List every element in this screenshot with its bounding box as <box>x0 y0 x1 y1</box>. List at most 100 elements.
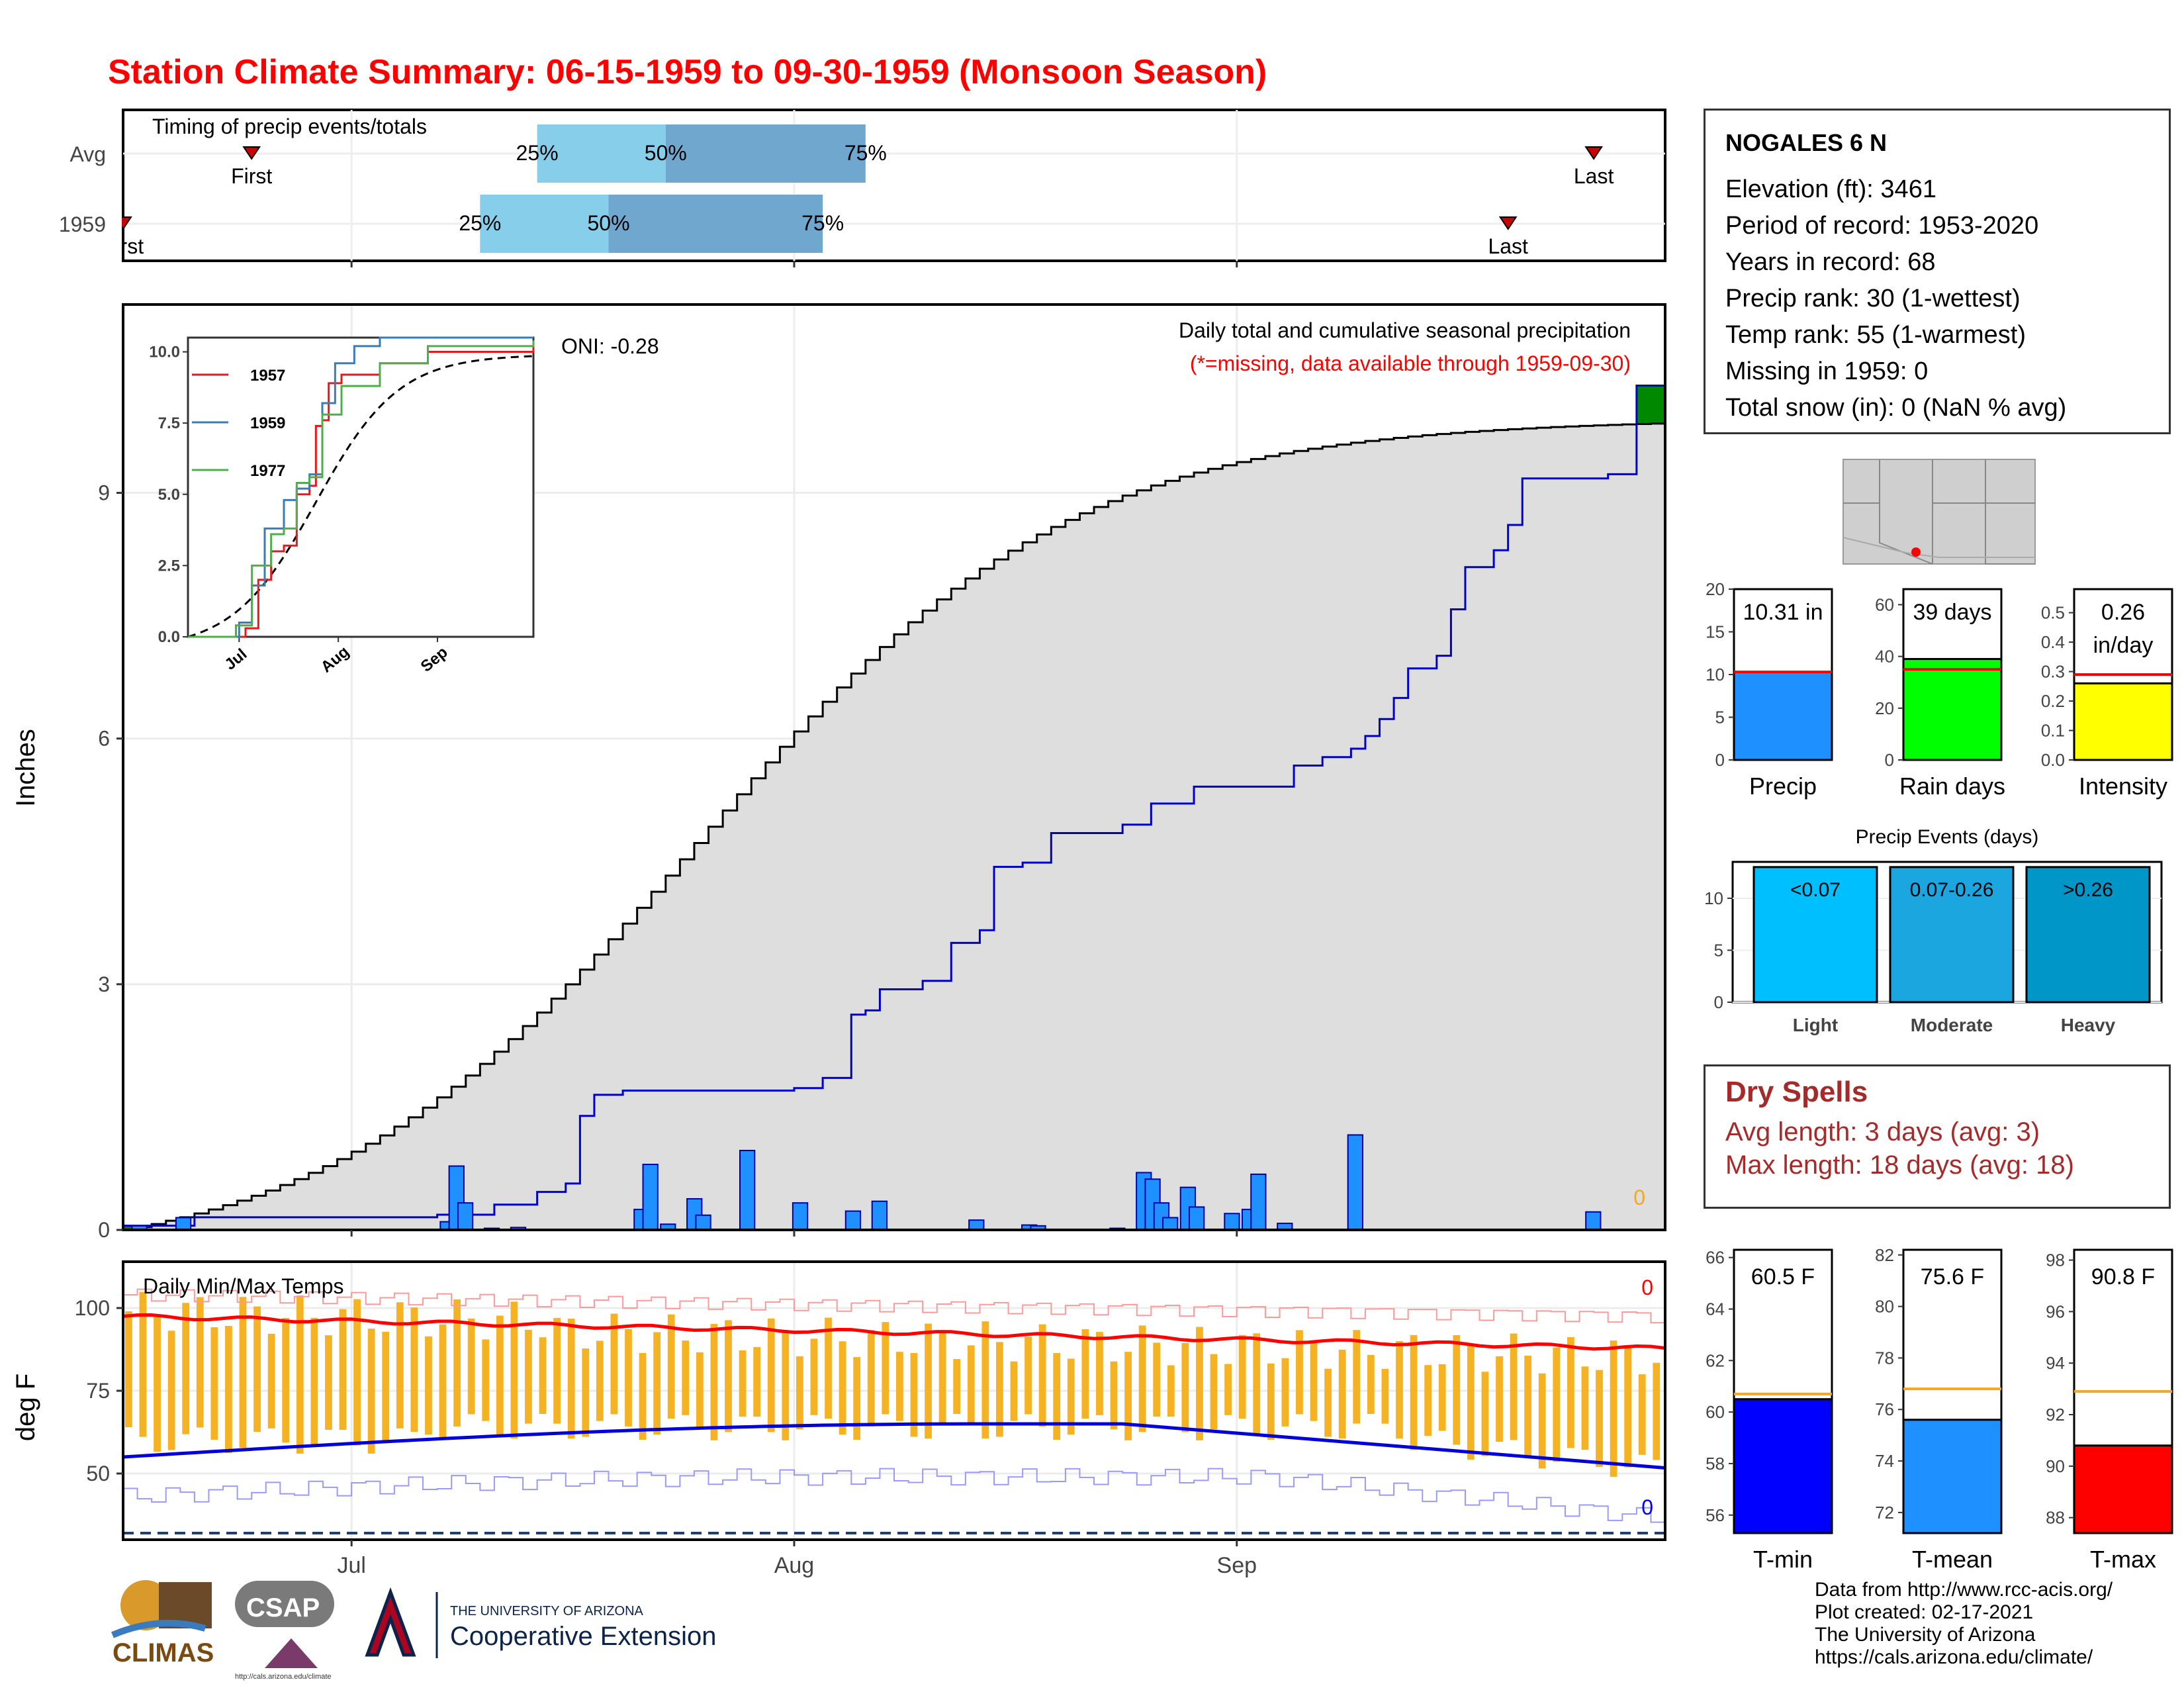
temp-daily-bar <box>1453 1335 1461 1445</box>
temp-daily-bar <box>1196 1327 1203 1440</box>
station-name: NOGALES 6 N <box>1725 129 1888 156</box>
temp-y-tick-label: 100 <box>75 1296 110 1320</box>
events-category-label: Light <box>1793 1015 1838 1035</box>
temp-daily-bar <box>339 1309 347 1430</box>
temp-daily-bar <box>154 1317 161 1452</box>
temp-daily-bar <box>425 1336 432 1435</box>
csap-logo-mountains <box>265 1638 318 1668</box>
inset-y-tick-label: 5.0 <box>158 486 180 504</box>
temp-daily-bar <box>1267 1363 1275 1440</box>
temp-daily-bar <box>782 1330 790 1440</box>
precip-y-tick-label: 6 <box>98 727 110 751</box>
inset-y-tick-label: 2.5 <box>158 557 180 575</box>
summary-y-tick-label: 0.0 <box>2041 750 2065 770</box>
inset-legend-label: 1959 <box>250 414 285 432</box>
temp-daily-bar <box>182 1303 190 1434</box>
temp-daily-bar <box>867 1330 875 1427</box>
inset-legend-label: 1957 <box>250 367 285 385</box>
inset-series-line <box>188 340 535 638</box>
summary-y-tick-label: 62 <box>1706 1350 1725 1370</box>
temp-avg-min-line <box>122 1422 1666 1470</box>
station-location-dot <box>1911 547 1921 557</box>
station-snow: Total snow (in): 0 (NaN % avg) <box>1725 394 2067 422</box>
temp-y-tick-label: 50 <box>86 1462 110 1485</box>
map-state-borders <box>1843 459 2035 565</box>
timing-row-label: Avg <box>69 142 106 166</box>
map-border-mexico <box>1843 537 2035 558</box>
timing-last-marker <box>1498 216 1518 230</box>
station-elevation: Elevation (ft): 3461 <box>1725 175 1936 203</box>
summary-value-bar <box>1733 1398 1833 1534</box>
timing-frame <box>122 109 1666 262</box>
temp-record-max-line <box>123 1288 1666 1324</box>
timing-pct-label: 25% <box>516 141 559 165</box>
temp-daily-bar <box>453 1299 461 1427</box>
events-bar <box>1889 866 2015 1004</box>
precip-avg-cumulative-area <box>123 423 1665 1230</box>
precip-daily-bar <box>968 1219 985 1231</box>
station-period: Period of record: 1953-2020 <box>1725 212 2039 240</box>
temp-daily-bar <box>725 1320 732 1432</box>
precip-subtitle: (*=missing, data available through 1959-… <box>1190 352 1631 375</box>
precip-daily-bar <box>175 1217 192 1231</box>
temp-daily-bar <box>1096 1332 1103 1415</box>
summary-y-tick-label: 0.1 <box>2041 721 2065 741</box>
timing-q50-75 <box>665 124 866 183</box>
map-background <box>1843 459 2036 565</box>
inset-y-tick-label: 0.0 <box>158 628 180 646</box>
temp-daily-bar <box>1553 1347 1561 1462</box>
temp-daily-bar <box>853 1357 861 1440</box>
precip-daily-bar <box>1585 1211 1602 1231</box>
summary-category-label: T-mean <box>1912 1546 1993 1573</box>
temp-daily-bar <box>1524 1355 1532 1456</box>
summary-y-tick-label: 82 <box>1875 1245 1894 1265</box>
summary-y-tick-label: 96 <box>2046 1301 2065 1321</box>
dry-spells-avg: Avg length: 3 days (avg: 3) <box>1725 1117 2040 1147</box>
precip-y-tick-label: 3 <box>98 972 110 996</box>
precip-y-label: Inches <box>11 729 40 807</box>
inset-legend-label: 1977 <box>250 462 285 480</box>
figure-title: Station Climate Summary: 06-15-1959 to 0… <box>108 53 1267 91</box>
temp-daily-bar <box>1596 1370 1603 1467</box>
summary-value-bar <box>2073 682 2173 761</box>
temp-daily-bar <box>1353 1330 1361 1424</box>
temp-daily-bar <box>510 1301 518 1439</box>
temp-daily-bar <box>1224 1364 1232 1415</box>
precip-avg-cumulative-line <box>123 422 1666 1231</box>
temp-daily-bar <box>1210 1354 1218 1430</box>
summary-category-label: T-max <box>2090 1546 2156 1573</box>
dry-spells-max: Max length: 18 days (avg: 18) <box>1725 1150 2074 1180</box>
csap-logo-url: http://cals.arizona.edu/climate <box>235 1673 332 1681</box>
summary-y-tick-label: 76 <box>1875 1399 1894 1419</box>
summary-y-tick-label: 74 <box>1875 1451 1894 1471</box>
temp-daily-bar <box>1438 1364 1446 1431</box>
temp-daily-bar <box>896 1352 903 1421</box>
events-y-tick-label: 5 <box>1714 940 1723 960</box>
temp-daily-bar <box>1424 1365 1432 1436</box>
ua-logo-line1: THE UNIVERSITY OF ARIZONA <box>450 1604 644 1618</box>
timing-pct-label: 50% <box>645 141 687 165</box>
temp-daily-bar <box>1124 1352 1132 1440</box>
summary-y-tick-label: 10 <box>1706 665 1725 684</box>
precip-daily-bar <box>792 1202 809 1231</box>
summary-y-tick-label: 78 <box>1875 1348 1894 1368</box>
inset-avg-line <box>187 355 534 638</box>
summary-y-tick-label: 5 <box>1715 708 1725 727</box>
temp-daily-bar <box>253 1306 261 1432</box>
temp-daily-bar <box>753 1346 761 1417</box>
temp-daily-bar <box>1138 1325 1146 1432</box>
temp-daily-bar <box>225 1326 232 1453</box>
temp-daily-bar <box>1381 1368 1389 1424</box>
precip-daily-bar <box>739 1149 756 1231</box>
temp-daily-bar <box>653 1332 661 1435</box>
summary-y-tick-label: 64 <box>1706 1299 1725 1319</box>
csap-logo-text: CSAP <box>246 1593 320 1622</box>
temp-daily-bar <box>1053 1353 1061 1440</box>
temp-daily-bar <box>196 1297 204 1428</box>
temp-daily-bar <box>1067 1358 1075 1435</box>
temp-daily-bar <box>1396 1341 1403 1439</box>
events-bar-label: 0.07-0.26 <box>1910 879 1994 901</box>
temp-daily-bar <box>925 1323 932 1439</box>
csap-logo: CSAP http://cals.arizona.edu/climate <box>235 1581 334 1681</box>
station-precip-rank: Precip rank: 30 (1-wettest) <box>1725 285 2021 312</box>
